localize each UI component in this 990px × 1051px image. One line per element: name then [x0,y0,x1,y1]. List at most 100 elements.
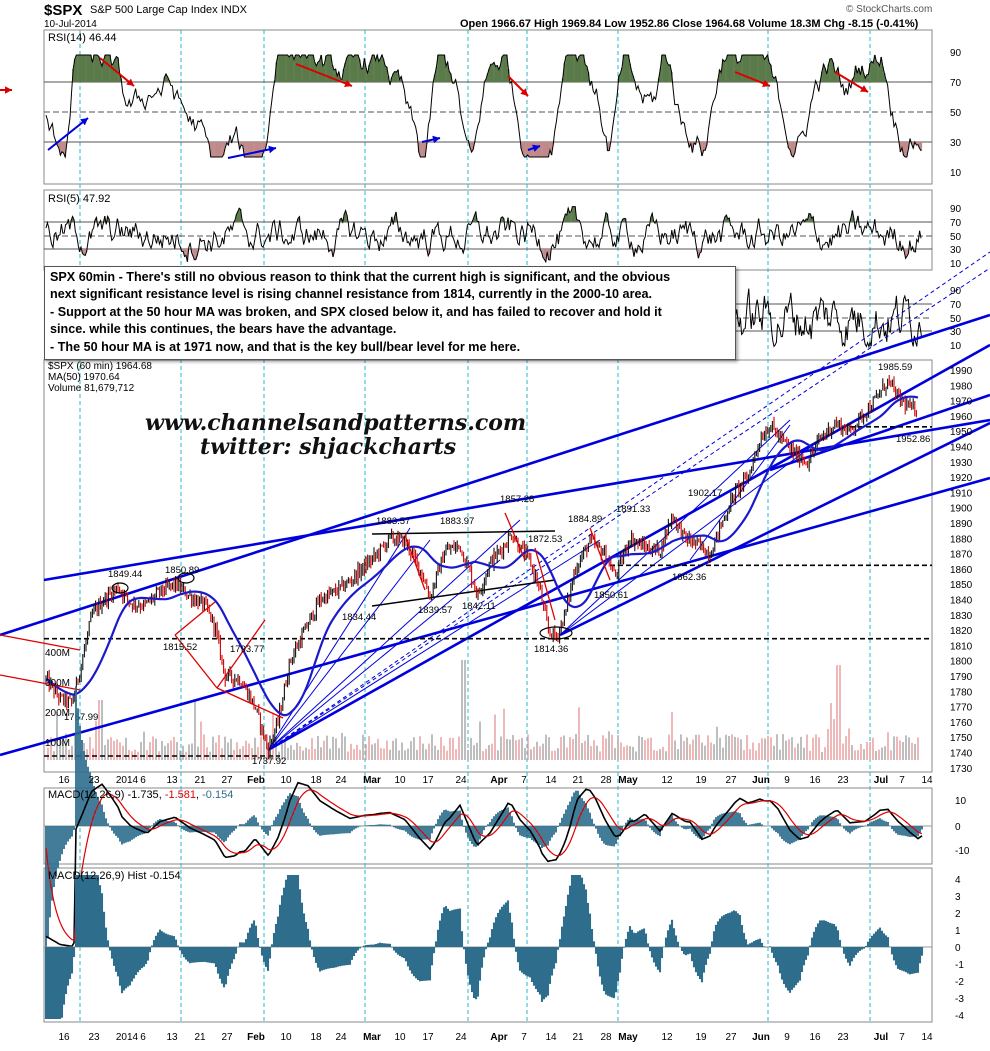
commentary-line: since. while this continues, the bears h… [50,322,397,337]
x-tick-label: 24 [335,1032,347,1043]
x-tick-label: 14 [921,1032,933,1043]
price-tick: 1970 [950,397,973,408]
y-axes: 9070503010907050301090705030101990198019… [45,48,973,1022]
index-name: S&P 500 Large Cap Index [90,4,218,16]
macd-tick: 10 [955,796,967,807]
price-annotation: 1814.36 [534,644,568,655]
volume-tick: 300M [45,678,70,689]
price-tick: 1790 [950,672,973,683]
price-annotation: 1849.44 [108,569,142,580]
x-tick-label: 2014 [116,1032,139,1043]
annotations: 1849.44 1850.89 1815.52 1793.77 1767.99 1737.… [0,362,930,767]
pattern-red-line [216,687,284,719]
commentary-line: - Support at the 50 hour MA was broken, … [50,304,662,319]
x-tick-label: 27 [221,775,233,786]
mini-tick: 90 [950,286,962,297]
x-tick-label: 14 [545,1032,557,1043]
commentary-line: SPX 60min - There's still no obvious rea… [50,270,671,284]
ma50-path [45,395,919,717]
x-tick-label: 21 [194,775,206,786]
x-tick-label: Jun [752,775,770,786]
x-tick-label: 21 [572,775,584,786]
x-tick-label: 21 [194,1032,206,1043]
rsi-arrow-head [5,86,12,94]
rsi5-tick: 90 [950,204,962,215]
price-tick: 1800 [950,657,973,668]
price-tick: 1750 [950,733,973,744]
price-tick: 1880 [950,534,973,545]
x-tick-label: 27 [725,775,737,786]
rsi-arrow-head [344,79,352,87]
rsi-arrow-head [80,118,88,126]
x-tick-label: 18 [310,1032,322,1043]
price-tick: 1920 [950,473,973,484]
price-annotation: 1850.89 [165,565,199,576]
x-tick-label: 14 [545,775,557,786]
rsi5-tick: 10 [950,259,962,270]
price-tick: 1740 [950,749,973,760]
x-tick-label: 16 [809,1032,821,1043]
macd-tick: -10 [955,846,970,857]
price-tick: 1850 [950,580,973,591]
index-exchange: INDX [220,4,247,16]
pattern-line [371,579,556,607]
rsi14-series [0,53,923,159]
x-tick-label: 28 [600,775,612,786]
macd-lines [44,686,932,965]
ma50-line [45,395,919,717]
price-annotation: 1850.61 [594,590,628,601]
hist-tick: -2 [955,977,964,988]
price-annotation: 1815.52 [163,642,197,653]
trendline-thick [0,313,990,637]
price-annotation: 1857.28 [500,494,534,505]
price-tick: 1840 [950,596,973,607]
x-tick-label: May [618,775,638,786]
hist-tick: 4 [955,875,961,886]
price-annotation: 1891.33 [616,504,650,515]
pattern-red-line [589,527,611,581]
price-annotation: 1902.17 [688,488,722,499]
chart-symbol: $SPX [44,2,83,19]
rsi-arrow-head [532,144,540,152]
x-tick-label: 24 [335,775,347,786]
price-tick: 1820 [950,626,973,637]
x-tick-label: 19 [695,775,707,786]
legend-ma: MA(50) 1970.64 [48,372,120,383]
price-tick: 1890 [950,519,973,530]
rsi5-path [45,206,922,264]
marker-circle [539,626,573,640]
commentary-line: next significant resistance level is ris… [50,287,652,302]
price-annotation: 1883.97 [440,516,474,527]
price-tick: 1830 [950,611,973,622]
month-markers [79,30,871,1024]
price-annotation: 1834.44 [342,612,376,623]
x-tick-label: 27 [725,1032,737,1043]
hist-tick: 2 [955,909,961,920]
x-tick-label: 24 [455,775,467,786]
chart-name: S&P 500 Large Cap Index INDX [90,4,247,16]
pattern-line [371,530,556,535]
mini-osc-path [725,288,923,349]
hist-tick: -3 [955,994,964,1005]
mini-tick: 50 [950,314,962,325]
x-tick-label: 10 [280,1032,292,1043]
x-tick-label: 10 [394,775,406,786]
x-tick-label: 23 [88,1032,100,1043]
rsi-arrow [99,57,135,87]
x-tick-label: 9 [784,1032,790,1043]
marker-circle [111,582,129,594]
x-tick-label: 13 [166,775,178,786]
x-tick-label: 23 [837,1032,849,1043]
rsi-arrow-head [268,145,276,154]
price-tick: 1860 [950,565,973,576]
price-tick: 1730 [950,764,973,775]
x-tick-label: Mar [363,775,381,786]
legend-volume: Volume 81,679,712 [48,383,135,394]
x-axis-bottom: 16 23 2014 6 13 21 27 Feb 10 18 24 Mar 10 17 24 Apr 7 14 2… [58,1032,933,1043]
rsi14-tick: 30 [950,138,962,149]
trendline-thin [267,539,431,751]
price-tick: 1780 [950,687,973,698]
x-tick-label: 10 [280,775,292,786]
rsi5-series [45,206,922,264]
